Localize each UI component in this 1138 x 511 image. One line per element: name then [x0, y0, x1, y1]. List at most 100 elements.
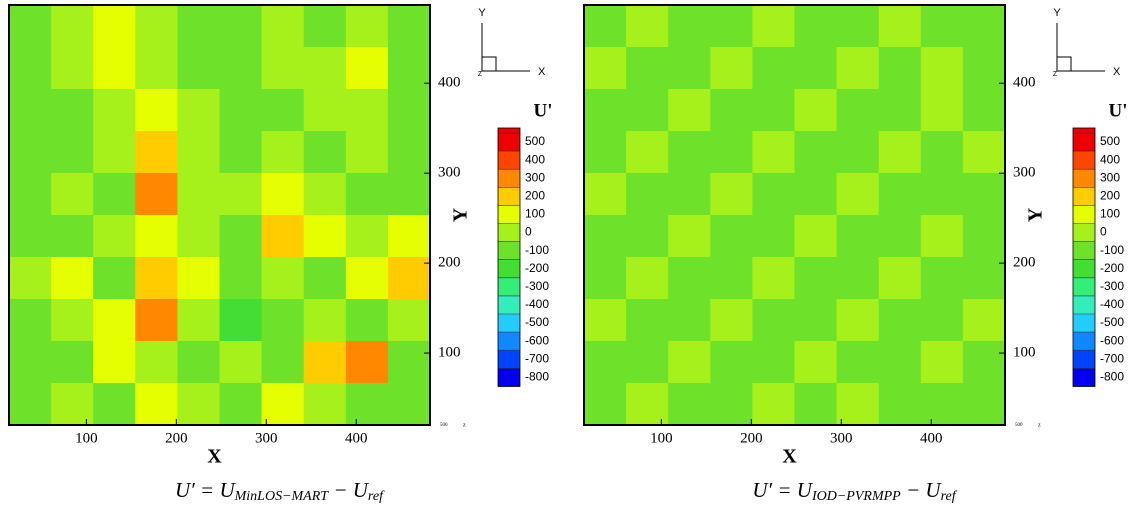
y-tick-label: 400	[1013, 75, 1036, 91]
field-cell	[9, 341, 52, 384]
colorbar-swatch	[498, 241, 520, 260]
colorbar-label: -700	[525, 351, 549, 365]
field-cell	[177, 173, 220, 216]
field-cell	[51, 215, 94, 258]
field-cell	[51, 383, 94, 426]
field-cell	[9, 131, 52, 174]
colorbar-label: 400	[525, 152, 545, 166]
field-cell	[135, 215, 178, 258]
x-tick-label: 100	[650, 430, 673, 446]
field-cell	[920, 5, 964, 48]
field-cell	[261, 173, 305, 216]
colorbar-title: U'	[1109, 100, 1128, 121]
field-cell	[962, 341, 1006, 384]
field-cell	[668, 173, 711, 216]
colorbar-label: 100	[525, 207, 545, 221]
field-cell	[626, 215, 669, 258]
field-cell	[626, 299, 669, 342]
field-cell	[177, 299, 220, 342]
field-cell	[878, 173, 922, 216]
colorbar-frame	[1072, 127, 1096, 387]
field-cell	[9, 47, 52, 90]
triad	[1056, 23, 1105, 72]
colorbar-label: -500	[525, 315, 549, 329]
field-cell	[387, 131, 431, 174]
colorbar-label: -300	[525, 279, 549, 293]
field-cell	[920, 383, 964, 426]
colorbar-label: 400	[1100, 152, 1120, 166]
field-cell	[261, 131, 305, 174]
field-cell	[794, 257, 838, 300]
field-cell	[345, 215, 389, 258]
field-cell	[584, 47, 627, 90]
field-cell	[962, 257, 1006, 300]
field-cell	[920, 257, 964, 300]
field-cell	[345, 299, 389, 342]
field-cell	[584, 173, 627, 216]
field-cell	[836, 89, 880, 132]
x-tick-label: 300	[255, 430, 278, 446]
field-cell	[387, 383, 431, 426]
field-cell	[878, 215, 922, 258]
field-cell	[387, 89, 431, 132]
field-cell	[794, 383, 838, 426]
field-cell	[261, 341, 305, 384]
field-cell	[878, 131, 922, 174]
field-cell	[261, 215, 305, 258]
colorbar-label: -200	[1100, 261, 1124, 275]
colorbar-label: 500	[1100, 134, 1120, 148]
field-cell	[93, 341, 136, 384]
field-cell	[93, 5, 136, 48]
colorbar-label: 300	[525, 170, 545, 184]
field-cell	[626, 47, 669, 90]
field-cell	[9, 5, 52, 48]
field-cell	[177, 383, 220, 426]
field-cell	[584, 257, 627, 300]
field-cell	[135, 89, 178, 132]
field-cell	[303, 215, 347, 258]
field-cell	[51, 341, 94, 384]
field-cell	[93, 299, 136, 342]
field-cell	[219, 47, 263, 90]
field-cell	[345, 173, 389, 216]
y-tick-label: 200	[438, 255, 461, 271]
field-cell	[920, 47, 964, 90]
field-cell	[668, 257, 711, 300]
field-cell	[219, 299, 263, 342]
corner-label: 500	[440, 423, 448, 428]
field-cell	[303, 383, 347, 426]
field-cell	[303, 299, 347, 342]
field-cell	[836, 215, 880, 258]
field-cell	[668, 299, 711, 342]
field-cell	[93, 131, 136, 174]
plot-frame	[8, 4, 431, 426]
colorbar-swatch	[1073, 241, 1095, 260]
y-tick-label: 100	[438, 344, 461, 360]
field-cell	[668, 215, 711, 258]
field-cell	[51, 131, 94, 174]
triad-label: Y	[1053, 7, 1061, 19]
field-cell	[878, 257, 922, 300]
field-cell	[752, 257, 795, 300]
field-cell	[752, 89, 795, 132]
corner-label: z	[463, 422, 466, 428]
y-axis-label: Y	[1025, 207, 1047, 222]
field-cell	[920, 341, 964, 384]
field-cell	[836, 47, 880, 90]
field-cell	[626, 173, 669, 216]
field-cell	[584, 89, 627, 132]
field-cell	[752, 131, 795, 174]
field-cell	[626, 341, 669, 384]
field-cell	[345, 47, 389, 90]
y-tick-label: 100	[1013, 344, 1036, 360]
field-cell	[710, 341, 753, 384]
field-cell	[9, 299, 52, 342]
field-cell	[219, 257, 263, 300]
field-cell	[135, 341, 178, 384]
field-cell	[303, 5, 347, 48]
field-cell	[752, 5, 795, 48]
y-tick-label: 300	[438, 165, 461, 181]
field-cell	[177, 89, 220, 132]
colorbar-swatch	[498, 314, 520, 333]
